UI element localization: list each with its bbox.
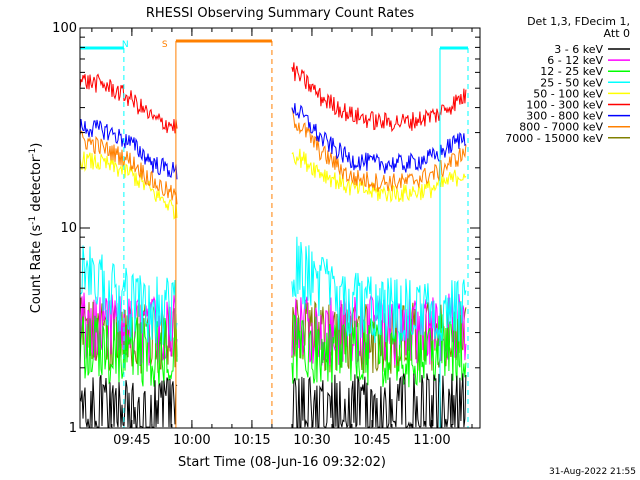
series-300-800-kev-pre	[79, 118, 178, 180]
x-tick-label-1030: 10:30	[293, 433, 330, 448]
series-800-7000-kev-post	[291, 108, 467, 192]
series-300-800-kev-post	[291, 103, 467, 174]
legend-label-800-7000-kev: 800 - 7000 keV	[519, 121, 603, 134]
legend-label-100-300-kev: 100 - 300 keV	[526, 99, 603, 112]
legend-header-line-1: Det 1,3, FDecim 1,	[527, 15, 630, 28]
legend-label-6-12-kev: 6 - 12 keV	[547, 54, 603, 67]
series-100-300-kev-post	[291, 62, 467, 133]
legend-label-3-6-kev: 3 - 6 keV	[554, 43, 603, 56]
series-7000-15000-kev-pre	[79, 297, 178, 374]
legend-label-7000-15000-kev: 7000 - 15000 keV	[505, 132, 603, 145]
y-tick-label-1: 1	[69, 421, 77, 436]
series-50-100-kev-pre	[79, 151, 178, 220]
series-3-6-kev-post	[291, 373, 467, 430]
series-6-12-kev-post	[291, 293, 467, 366]
legend-label-12-25-kev: 12 - 25 keV	[540, 65, 603, 78]
series-25-50-kev-pre	[79, 245, 178, 345]
series-3-6-kev-pre	[79, 374, 178, 429]
y-tick-label-100: 100	[52, 21, 77, 36]
series-12-25-kev-pre	[79, 313, 178, 387]
x-tick-label-1015: 10:15	[233, 433, 270, 448]
series-100-300-kev-pre	[79, 73, 178, 134]
x-tick-label-1000: 10:00	[173, 433, 210, 448]
x-axis-label: Start Time (08-Jun-16 09:32:02)	[178, 455, 386, 470]
annotation-s: S	[162, 40, 168, 50]
x-tick-label-1100: 11:00	[413, 433, 450, 448]
legend-label-300-800-kev: 300 - 800 keV	[526, 110, 603, 123]
chart-title: RHESSI Observing Summary Count Rates	[146, 6, 415, 21]
annotation-n: N	[122, 40, 129, 50]
series-12-25-kev-post	[291, 313, 467, 388]
y-tick-label-10: 10	[60, 221, 77, 236]
y-axis-label: Count Rate (s-1 detector-1)	[28, 143, 44, 314]
x-tick-label-0945: 09:45	[113, 433, 150, 448]
series-6-12-kev-pre	[79, 292, 178, 366]
legend-label-50-100-kev: 50 - 100 keV	[533, 87, 603, 100]
series-800-7000-kev-pre	[79, 130, 178, 205]
axis-layer: 1 10 100 09:45 10:00 10:15 10:30 10:45 11:00	[52, 21, 480, 448]
series-25-50-kev-post	[291, 236, 467, 345]
x-tick-label-1045: 10:45	[353, 433, 390, 448]
timestamp: 31-Aug-2022 21:55	[549, 467, 636, 477]
legend-header-line-2: Att 0	[604, 27, 630, 40]
legend-label-25-50-kev: 25 - 50 keV	[540, 76, 603, 89]
data-layer	[79, 62, 467, 430]
